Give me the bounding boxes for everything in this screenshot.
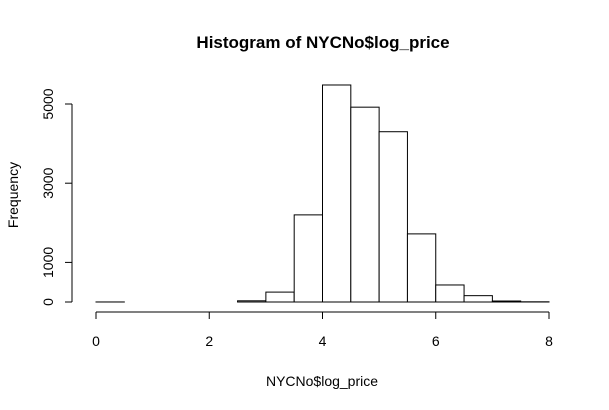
y-tick-label: 5000 (40, 88, 56, 119)
x-tick-label: 0 (92, 333, 100, 349)
y-axis-label: Frequency (5, 162, 21, 228)
histogram-bar-14 (491, 300, 522, 303)
histogram-bar-9 (350, 106, 380, 303)
histogram-bar-11 (406, 233, 437, 303)
y-axis: 0 1000 3000 5000 (40, 88, 73, 306)
y-tick-label: 3000 (40, 167, 56, 198)
y-tick-label: 1000 (40, 247, 56, 278)
bars-group (95, 84, 550, 303)
histogram-bar-13 (463, 295, 493, 303)
x-tick-label: 4 (319, 333, 327, 349)
x-tick-label: 6 (432, 333, 440, 349)
x-tick-label: 8 (545, 333, 553, 349)
histogram-bar-6 (265, 291, 295, 303)
histogram-bar-12 (435, 284, 465, 303)
histogram-bar-7 (293, 214, 323, 303)
x-axis-label: NYCNo$log_price (266, 373, 378, 389)
histogram-bar-10 (378, 131, 408, 303)
x-axis: 0 2 4 6 8 (92, 311, 553, 349)
histogram-bar-8 (322, 84, 352, 303)
x-tick-label: 2 (205, 333, 213, 349)
y-tick-label: 0 (40, 298, 56, 306)
histogram-bar-5 (237, 300, 267, 303)
chart-title: Histogram of NYCNo$log_price (196, 33, 449, 52)
